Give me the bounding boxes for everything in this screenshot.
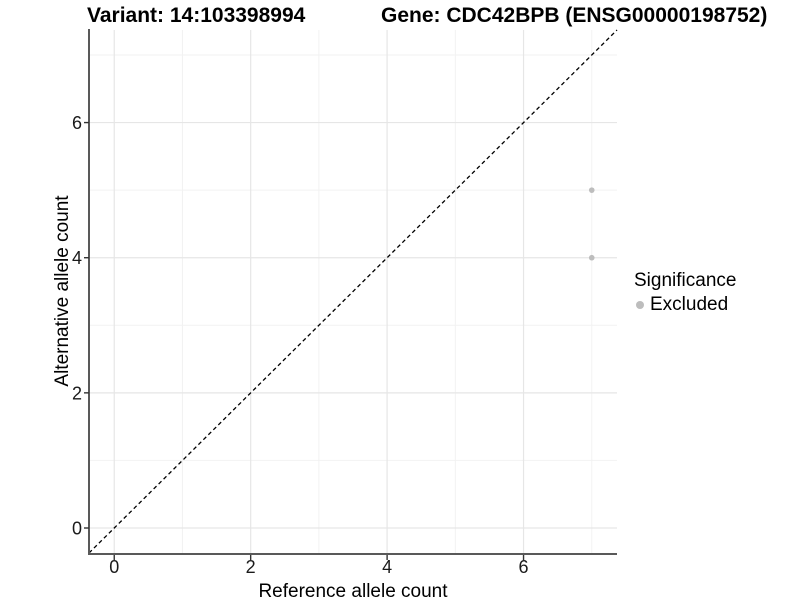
y-tick-label: 0 — [72, 518, 82, 538]
x-axis-title: Reference allele count — [258, 581, 448, 602]
identity-dashed-line — [88, 29, 618, 554]
x-tick-label: 4 — [382, 557, 392, 577]
x-tick-label: 0 — [109, 557, 119, 577]
y-tick-label: 4 — [72, 248, 82, 268]
x-tick-label: 2 — [246, 557, 256, 577]
variant-title: Variant: 14:103398994 — [87, 4, 306, 27]
x-tick-label: 6 — [519, 557, 529, 577]
y-tick-label: 2 — [72, 383, 82, 403]
gene-title: Gene: CDC42BPB (ENSG00000198752) — [381, 4, 768, 27]
legend-point-icon — [636, 301, 644, 309]
legend-item-excluded: Excluded — [634, 294, 736, 316]
legend: Significance Excluded — [634, 270, 736, 316]
legend-item-label: Excluded — [650, 294, 729, 315]
legend-title: Significance — [634, 270, 737, 291]
y-axis-title: Alternative allele count — [52, 195, 73, 387]
data-point — [588, 187, 595, 193]
y-tick-label: 6 — [72, 113, 82, 133]
data-point — [588, 254, 595, 261]
